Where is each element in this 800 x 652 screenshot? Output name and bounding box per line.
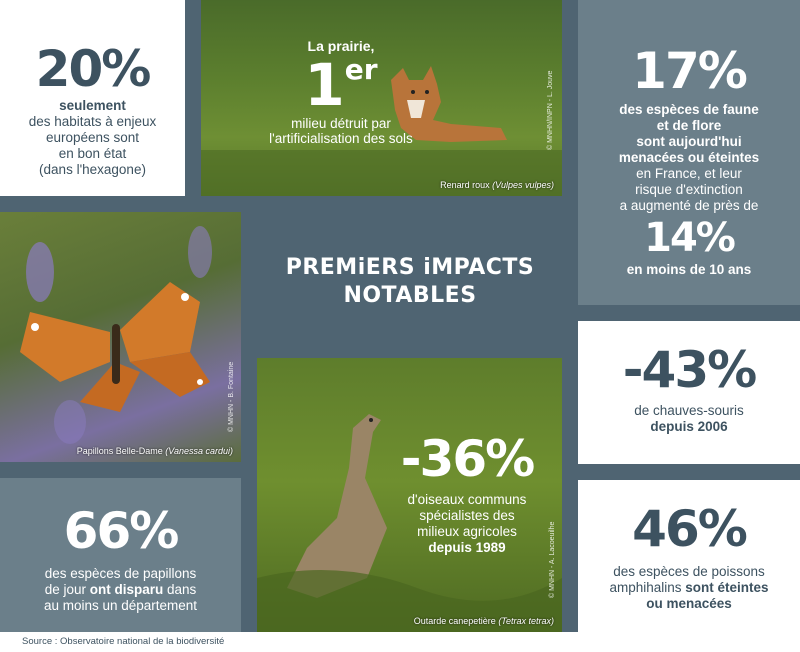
stat-habitats-value: 20% (35, 40, 152, 98)
stat-fish-value: 46% (632, 500, 748, 558)
stat-fish-line1: des espèces de poissons (613, 564, 765, 579)
stat-birds-line1: d'oiseaux communs (407, 492, 527, 507)
stat-species-line5: en France, et leur (636, 166, 742, 181)
stat-species-value2: 14% (644, 215, 736, 261)
title-line2: NOTABLES (343, 283, 477, 308)
stat-birds-bold: depuis 1989 (428, 540, 506, 555)
stat-birds-value: -36% (400, 430, 535, 488)
stat-fish-line2a: amphihalins (609, 580, 686, 595)
stat-habitats-line4: (dans l'hexagone) (39, 162, 146, 177)
stat-bats-card: -43% de chauves-souris depuis 2006 (578, 321, 800, 464)
stat-butterflies-value: 66% (63, 502, 180, 560)
prairie-rank: 1 (304, 51, 345, 119)
stat-species-line2: et de flore (656, 118, 722, 133)
stat-bats-bold: depuis 2006 (650, 419, 728, 434)
butterfly-caption-text: Papillons Belle-Dame (76, 446, 166, 456)
stat-habitats-line1: des habitats à enjeux (28, 114, 157, 129)
stat-habitats-line3: en bon état (58, 146, 127, 161)
stat-species-line8: en moins de 10 ans (626, 262, 752, 277)
bird-caption-latin: (Tetrax tetrax) (498, 616, 554, 626)
stat-fish-line2b: sont éteintes (685, 580, 769, 595)
stat-species-line6: risque d'extinction (635, 182, 743, 197)
stat-bats-value: -43% (622, 341, 757, 399)
stat-butterflies-line3: au moins un département (43, 598, 198, 613)
bird-illustration (257, 414, 562, 632)
stat-birds-line3: milieux agricoles (417, 524, 517, 539)
stat-species-card: 17% des espèces de faune et de flore son… (578, 0, 800, 305)
source-note: Source : Observatoire national de la bio… (22, 636, 225, 647)
stat-species-value: 17% (632, 42, 748, 100)
butterfly-photo: © MNHN - B. Fontaine Papillons Belle-Dam… (0, 212, 241, 462)
butterfly-illustration (20, 226, 212, 444)
page-title: PREMiERS iMPACTS NOTABLES (250, 254, 570, 310)
butterfly-caption-latin: (Vanessa cardui) (165, 446, 233, 456)
stat-species-line7: a augmenté de près de (619, 198, 759, 213)
stat-species-line3: sont aujourd'hui (636, 134, 742, 149)
stat-butterflies-line1: des espèces de papillons (44, 566, 197, 581)
stat-fish-line3: ou menacées (646, 596, 732, 611)
fox-photo-credit: © MNHN/INPN - L. Jouve (547, 70, 554, 150)
bird-caption-text: Outarde canepetière (413, 616, 499, 626)
stat-butterflies-line2b: ont disparu (89, 582, 164, 597)
fox-caption-latin: (Vulpes vulpes) (492, 180, 554, 190)
stat-butterflies-card: 66% des espèces de papillons de jour ont… (0, 478, 241, 632)
title-line1: PREMiERS iMPACTS (285, 255, 535, 280)
fox-caption-text: Renard roux (440, 180, 493, 190)
bird-photo: -36% d'oiseaux communs spécialistes des … (257, 358, 562, 632)
stat-birds-line2: spécialistes des (419, 508, 515, 523)
prairie-line2: milieu détruit par (291, 116, 391, 131)
stat-species-line1: des espèces de faune (619, 102, 759, 117)
stat-habitats-card: 20% seulement des habitats à enjeux euro… (0, 0, 185, 196)
stat-butterflies-line2c: dans (163, 582, 197, 597)
prairie-line3: l'artificialisation des sols (269, 131, 413, 146)
stat-habitats-bold: seulement (59, 98, 126, 113)
prairie-line1: La prairie, (307, 38, 375, 54)
stat-butterflies-line2a: de jour (44, 582, 90, 597)
bird-photo-credit: © MNHN - A. Lacoeuilhe (549, 521, 556, 598)
stat-species-line4: menacées ou éteintes (618, 150, 760, 165)
fox-meadow-photo: La prairie, 1er milieu détruit par l'art… (201, 0, 562, 196)
prairie-rank-suffix: er (344, 53, 378, 86)
fox-illustration (201, 66, 562, 196)
stat-bats-line1: de chauves-souris (634, 403, 744, 418)
butterfly-photo-credit: © MNHN - B. Fontaine (228, 361, 235, 432)
stat-fish-card: 46% des espèces de poissons amphihalins … (578, 480, 800, 632)
stat-habitats-line2: européens sont (45, 130, 140, 145)
